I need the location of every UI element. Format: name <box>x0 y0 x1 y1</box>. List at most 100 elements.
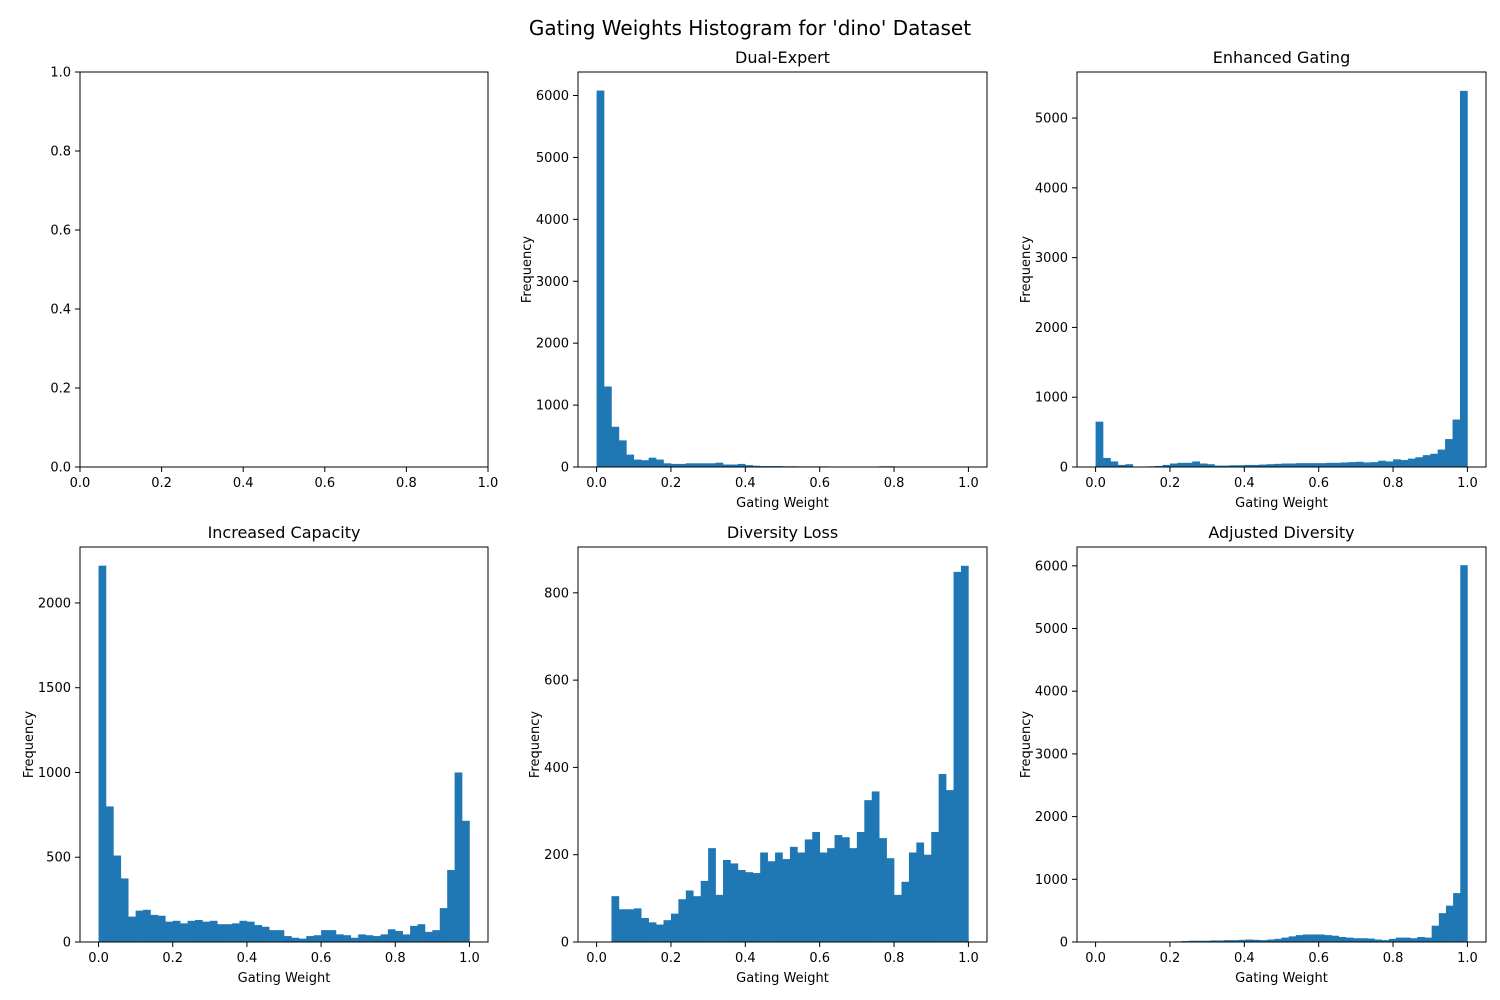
histogram-bar <box>797 852 806 942</box>
y-tick-label: 0 <box>561 461 569 476</box>
y-axis-label: Frequency <box>1019 236 1034 303</box>
histogram-bar <box>439 908 448 942</box>
histogram-bar <box>1214 465 1223 467</box>
histogram-bar <box>841 837 850 942</box>
x-tick-label: 0.2 <box>1160 951 1181 966</box>
y-tick-label: 0 <box>63 936 71 951</box>
histogram-bar <box>1295 935 1304 942</box>
histogram-bar <box>656 459 664 467</box>
histogram-bar <box>626 454 635 467</box>
x-tick-label: 0.0 <box>586 951 607 966</box>
x-tick-label: 0.8 <box>1383 951 1404 966</box>
histogram-bar <box>923 854 932 942</box>
histogram-bar <box>1445 905 1454 942</box>
histogram-bar <box>1110 461 1119 467</box>
y-tick-label: 1.0 <box>50 66 71 81</box>
axes-frame <box>1076 546 1487 943</box>
histogram-bar <box>1296 463 1305 467</box>
histogram-bar <box>648 922 657 942</box>
histogram-bar <box>1288 936 1297 942</box>
histogram-bar <box>960 565 969 942</box>
histogram-bar <box>1244 464 1253 467</box>
histogram-bar <box>618 909 627 942</box>
histogram-bar <box>1338 936 1347 942</box>
y-tick-label: 0.2 <box>50 382 71 397</box>
histogram-bar <box>596 90 605 467</box>
x-tick-label: 1.0 <box>478 476 499 491</box>
y-tick-label: 5000 <box>1035 112 1068 127</box>
histogram-bar <box>1303 463 1312 467</box>
histogram-bar <box>752 465 761 467</box>
histogram-bar <box>633 908 642 942</box>
histogram-bar <box>1224 940 1232 942</box>
chart-title: Adjusted Diversity <box>1208 523 1354 542</box>
histogram-bar <box>187 920 196 942</box>
histogram-bar <box>1199 463 1208 467</box>
histogram-bar <box>1252 939 1261 942</box>
histogram-bar <box>291 937 300 942</box>
histogram-bar <box>1403 937 1411 942</box>
histogram-bar <box>1348 462 1357 467</box>
x-tick-label: 0.4 <box>237 951 258 966</box>
histogram-bar <box>1103 457 1111 467</box>
histogram-bar <box>782 859 791 942</box>
x-tick-label: 0.4 <box>233 476 254 491</box>
y-tick-label: 2000 <box>536 337 569 352</box>
histogram-bar <box>1202 940 1211 942</box>
histogram-bar <box>700 880 709 942</box>
histogram-bar <box>879 838 887 942</box>
histogram-bar <box>715 462 724 467</box>
histogram-bar <box>1281 937 1289 942</box>
histogram-bar <box>812 832 820 942</box>
histogram-bar <box>1259 464 1267 467</box>
histogram-bar <box>730 464 739 467</box>
x-axis-label: Gating Weight <box>238 971 331 986</box>
histogram-bar <box>298 938 307 942</box>
histogram-bar <box>611 896 620 942</box>
histogram-bar <box>432 930 441 942</box>
chart-title: Enhanced Gating <box>1213 48 1350 67</box>
histogram-bar <box>648 457 657 467</box>
x-tick-label: 0.8 <box>884 476 905 491</box>
histogram-bar <box>1385 461 1394 467</box>
histogram-bar <box>113 855 122 942</box>
axes-frame <box>79 71 489 468</box>
histogram-bar <box>618 440 627 467</box>
histogram-bar <box>224 924 233 942</box>
histogram-bar <box>663 463 672 467</box>
histogram-bar <box>1453 893 1461 942</box>
y-tick-label: 600 <box>544 674 569 689</box>
histogram-bar <box>1417 936 1425 942</box>
y-tick-label: 1000 <box>1035 391 1068 406</box>
x-tick-label: 0.6 <box>809 951 830 966</box>
histogram-bar <box>1317 934 1325 942</box>
histogram-bar <box>1340 462 1349 467</box>
histogram-bar <box>663 920 672 942</box>
x-tick-label: 0.4 <box>735 951 756 966</box>
histogram-bar <box>1424 937 1432 942</box>
histogram-bar <box>678 899 687 942</box>
histogram-bar <box>1367 938 1375 942</box>
x-tick-label: 0.0 <box>1085 951 1106 966</box>
y-tick-label: 0.4 <box>50 303 71 318</box>
histogram-bar <box>254 925 263 942</box>
chart-title: Dual-Expert <box>735 48 830 67</box>
x-tick-label: 0.6 <box>311 951 332 966</box>
histogram-bar <box>916 842 925 942</box>
x-tick-label: 0.0 <box>70 476 91 491</box>
histogram-bar <box>1363 462 1372 467</box>
histogram-bar <box>1238 939 1247 942</box>
histogram-bar <box>1431 925 1440 942</box>
histogram-bar <box>150 914 159 942</box>
histogram-bar <box>723 464 731 467</box>
histogram-bar <box>626 909 635 942</box>
histogram-bar <box>670 913 679 942</box>
histogram-bar <box>908 852 917 942</box>
histogram-bar <box>938 773 947 942</box>
histogram-bar <box>1125 464 1134 467</box>
histogram-bar <box>730 863 739 942</box>
histogram-bar <box>737 869 746 942</box>
histogram-bar <box>410 925 418 942</box>
x-tick-label: 0.8 <box>385 951 406 966</box>
histogram-bar <box>1345 937 1354 942</box>
